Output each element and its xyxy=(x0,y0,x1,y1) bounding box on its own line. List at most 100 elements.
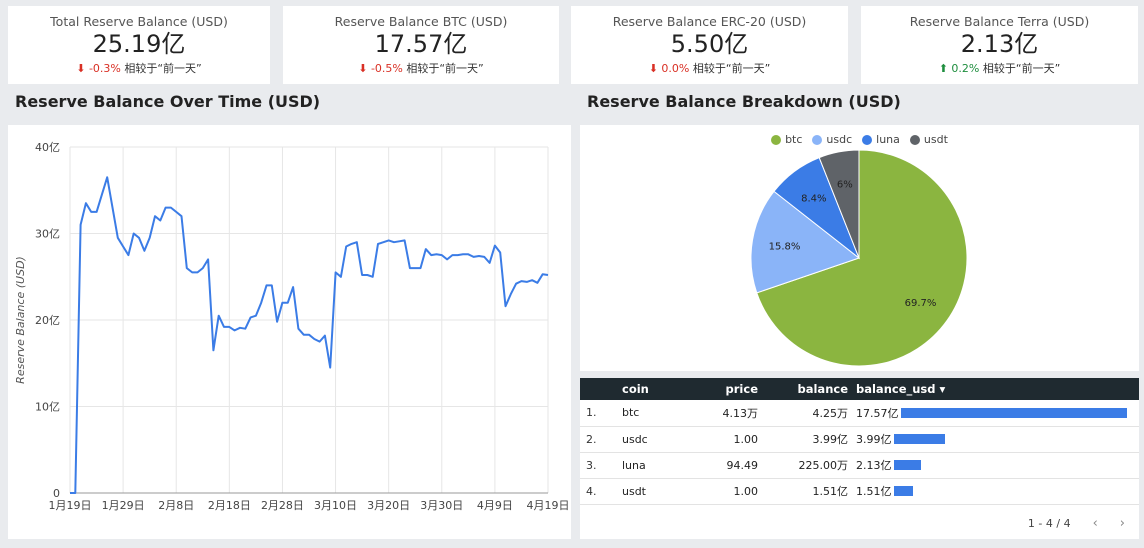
x-tick-label: 4月19日 xyxy=(527,499,570,512)
cell-coin: luna xyxy=(622,458,646,472)
pie-chart-title: Reserve Balance Breakdown (USD) xyxy=(587,92,901,111)
kpi-compare: 相较于“前一天” xyxy=(692,62,771,75)
y-tick-label: 0 xyxy=(53,487,60,500)
pagination: 1 - 4 / 4 ‹ › xyxy=(1028,516,1125,531)
x-tick-label: 3月30日 xyxy=(420,499,463,512)
arrow-up-icon: ⬆ xyxy=(938,62,948,75)
x-tick-label: 3月20日 xyxy=(367,499,410,512)
kpi-change: -0.5% xyxy=(370,62,403,75)
kpi-change: 0.0% xyxy=(661,62,690,75)
sort-desc-icon[interactable]: ▾ xyxy=(939,382,946,396)
balance-usd-bar xyxy=(893,434,945,444)
line-chart-panel: 0 10亿 20亿 30亿 40亿 1月19日 1月29日 2月8日 2月18日 2月28日 3月1… xyxy=(8,125,571,539)
cell-coin: usdc xyxy=(622,432,648,446)
chevron-right-icon[interactable]: › xyxy=(1119,516,1125,531)
kpi-value: 25.19亿 xyxy=(92,30,186,58)
kpi-delta: ⬇ 0.0% 相较于“前一天” xyxy=(571,60,848,76)
kpi-value: 17.57亿 xyxy=(374,30,468,58)
x-tick-label: 2月8日 xyxy=(158,499,194,512)
legend-item-luna[interactable]: luna xyxy=(862,133,900,146)
arrow-down-icon: ⬇ xyxy=(648,62,658,75)
kpi-compare: 相较于“前一天” xyxy=(982,62,1061,75)
pie-slice-btc[interactable] xyxy=(756,149,968,367)
cell-balance-usd: 3.99亿 xyxy=(852,426,1139,452)
kpi-change: 0.2% xyxy=(951,62,980,75)
header-coin[interactable]: coin xyxy=(622,382,649,396)
x-tick-label: 3月10日 xyxy=(314,499,357,512)
pie-slice-label: 6% xyxy=(837,180,853,191)
cell-balance-usd: 17.57亿 xyxy=(852,400,1139,426)
cell-balance: 225.00万 xyxy=(798,459,849,472)
cell-balance-usd: 2.13亿 xyxy=(852,452,1139,478)
table-panel: coin price balance balance_usd ▾ 1. btc 4.… xyxy=(580,378,1139,539)
y-axis-title: Reserve Balance (USD) xyxy=(14,256,27,384)
legend-item-usdt[interactable]: usdt xyxy=(909,133,948,146)
balance-usd-value: 17.57亿 xyxy=(856,406,899,420)
row-index: 4. xyxy=(586,484,597,498)
x-tick-label: 1月29日 xyxy=(102,499,145,512)
y-tick-label: 30亿 xyxy=(35,228,60,241)
cell-price: 1.00 xyxy=(733,432,759,446)
y-tick-label: 40亿 xyxy=(35,141,60,154)
kpi-value: 2.13亿 xyxy=(960,30,1039,58)
header-price[interactable]: price xyxy=(725,382,758,396)
coin-table: coin price balance balance_usd ▾ 1. btc 4.… xyxy=(580,378,1139,505)
header-balance-usd[interactable]: balance_usd ▾ xyxy=(852,378,1139,400)
pie-chart-panel: btc usdc luna usdt 69.7% 15.8% 8.4% 6% xyxy=(580,125,1139,371)
pie-legend: btc usdc luna usdt xyxy=(580,133,1139,146)
pie-slice-label: 69.7% xyxy=(905,298,937,309)
table-row[interactable]: 1. btc 4.13万 4.25万 17.57亿 xyxy=(580,400,1139,426)
kpi-delta: ⬇ -0.5% 相较于“前一天” xyxy=(283,60,559,76)
balance-usd-value: 2.13亿 xyxy=(856,459,892,472)
balance-usd-bar xyxy=(893,486,913,496)
legend-label: btc xyxy=(785,133,803,146)
legend-label: usdc xyxy=(826,133,853,146)
cell-balance: 4.25万 xyxy=(812,406,849,420)
table-row[interactable]: 4. usdt 1.00 1.51亿 1.51亿 xyxy=(580,478,1139,504)
series-line[interactable] xyxy=(70,176,549,494)
kpi-label: Reserve Balance BTC (USD) xyxy=(334,14,508,29)
pie-slice-usdc[interactable] xyxy=(750,190,861,294)
balance-usd-value: 3.99亿 xyxy=(856,433,892,446)
legend-swatch xyxy=(812,134,823,145)
balance-usd-bar xyxy=(900,407,1127,418)
chevron-left-icon[interactable]: ‹ xyxy=(1092,516,1098,531)
x-tick-label: 2月28日 xyxy=(261,499,304,512)
row-index: 2. xyxy=(586,432,597,446)
header-balance-usd-label: balance_usd xyxy=(856,382,936,396)
header-balance[interactable]: balance xyxy=(797,382,849,396)
header-index xyxy=(580,378,618,400)
legend-item-btc[interactable]: btc xyxy=(771,133,802,146)
kpi-compare: 相较于“前一天” xyxy=(406,62,484,75)
row-index: 1. xyxy=(586,406,597,420)
table-row[interactable]: 2. usdc 1.00 3.99亿 3.99亿 xyxy=(580,426,1139,452)
kpi-delta: ⬆ 0.2% 相较于“前一天” xyxy=(861,60,1138,76)
kpi-label: Total Reserve Balance (USD) xyxy=(50,14,228,29)
pie-slice-usdt[interactable] xyxy=(818,149,860,259)
legend-item-usdc[interactable]: usdc xyxy=(812,133,852,146)
cell-balance: 3.99亿 xyxy=(812,433,849,446)
legend-label: usdt xyxy=(923,133,948,146)
line-chart[interactable]: 0 10亿 20亿 30亿 40亿 1月19日 1月29日 2月8日 2月18日 2月28日 3月1… xyxy=(8,125,571,539)
kpi-card-terra: Reserve Balance Terra (USD) 2.13亿 ⬆ 0.2%… xyxy=(861,6,1138,84)
cell-price: 4.13万 xyxy=(722,406,759,420)
cell-balance: 1.51亿 xyxy=(812,485,849,498)
table-header-row: coin price balance balance_usd ▾ xyxy=(580,378,1139,400)
x-tick-label: 4月9日 xyxy=(477,499,513,512)
table-row[interactable]: 3. luna 94.49 225.00万 2.13亿 xyxy=(580,452,1139,478)
legend-label: luna xyxy=(876,133,900,146)
kpi-compare: 相较于“前一天” xyxy=(124,62,202,75)
x-tick-label: 1月19日 xyxy=(49,499,92,512)
kpi-label: Reserve Balance Terra (USD) xyxy=(909,14,1090,29)
pagination-label: 1 - 4 / 4 xyxy=(1027,517,1071,530)
legend-swatch xyxy=(909,134,920,145)
kpi-value: 5.50亿 xyxy=(670,30,749,58)
kpi-change: -0.3% xyxy=(88,62,121,75)
pie-chart[interactable]: 69.7% 15.8% 8.4% 6% xyxy=(580,125,1139,371)
arrow-down-icon: ⬇ xyxy=(76,62,86,75)
balance-usd-bar xyxy=(893,460,921,470)
cell-balance-usd: 1.51亿 xyxy=(852,478,1139,504)
y-tick-label: 10亿 xyxy=(35,401,60,414)
row-index: 3. xyxy=(586,458,597,472)
y-tick-label: 20亿 xyxy=(35,314,60,327)
